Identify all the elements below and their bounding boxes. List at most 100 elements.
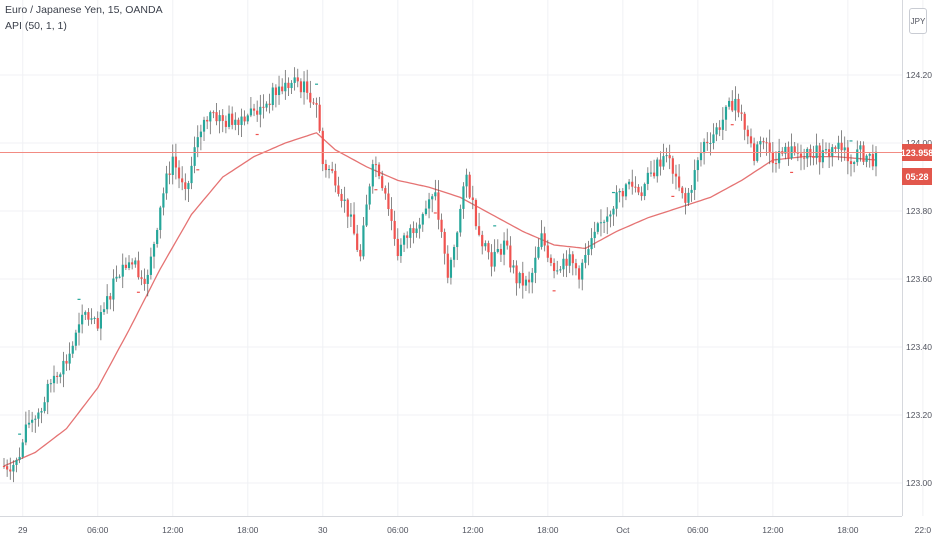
candle (534, 246, 537, 284)
candle (359, 244, 362, 262)
candle (659, 151, 662, 176)
candle-body (624, 184, 628, 197)
candle (340, 188, 343, 208)
candle (221, 109, 224, 133)
candle-body (34, 418, 37, 420)
candle-body (343, 199, 346, 201)
signal-marker (552, 290, 556, 292)
y-tick-label: 123.600 (906, 274, 932, 284)
candle (365, 194, 368, 227)
signal-marker (77, 298, 81, 300)
candle-body (465, 174, 468, 187)
candle-body (621, 190, 624, 197)
candle (768, 129, 771, 165)
candle (352, 202, 356, 236)
candle-body (571, 254, 574, 264)
candle-body (243, 116, 246, 122)
candle (662, 143, 665, 170)
candle (2, 457, 6, 469)
candle (102, 302, 106, 315)
candle (728, 97, 731, 110)
candle (674, 164, 678, 190)
candle (434, 179, 437, 201)
candle-body (690, 189, 693, 193)
candle (187, 180, 190, 203)
candle-body (99, 312, 102, 329)
y-tick-label: 124.200 (906, 70, 932, 80)
candle (862, 141, 865, 166)
candle-body (721, 119, 724, 130)
candle (846, 140, 849, 175)
candle-body (452, 247, 456, 260)
candle-body (356, 233, 359, 250)
indicator-label[interactable]: API (50, 1, 1) (5, 20, 67, 32)
candle-body (106, 296, 109, 310)
candle-body (631, 181, 634, 187)
candle (452, 244, 456, 268)
candle-body (437, 192, 440, 220)
candle-body (865, 155, 868, 162)
candle-body (46, 383, 49, 403)
candle (52, 365, 56, 393)
candle-body (668, 155, 671, 159)
candle-body (206, 119, 209, 122)
candle (243, 110, 246, 126)
candle-body (853, 162, 856, 164)
candle (799, 144, 803, 171)
candle (224, 115, 228, 134)
candle (115, 265, 118, 282)
candle-body (62, 360, 65, 375)
candle (671, 155, 674, 184)
candle-body (71, 345, 74, 354)
candle (181, 166, 184, 191)
candle (459, 204, 462, 237)
candle-body (234, 119, 237, 125)
candle-body (709, 143, 712, 145)
candle-body (190, 165, 193, 184)
candle-body (768, 142, 771, 152)
candle (59, 372, 62, 384)
candle-body (737, 98, 740, 113)
candle-body (340, 193, 343, 201)
candle (721, 107, 724, 140)
candle (793, 141, 796, 156)
candle (334, 163, 337, 193)
candle-body (574, 263, 578, 269)
candle-body (59, 374, 62, 377)
candle-body (115, 276, 118, 279)
candle-body (527, 279, 531, 283)
candle-body (699, 153, 703, 161)
candle-body (337, 185, 340, 194)
candle (574, 258, 578, 276)
candle-body (293, 77, 296, 83)
candle-body (581, 262, 584, 280)
candle (524, 275, 528, 292)
candle (718, 120, 721, 137)
candle-body (652, 172, 656, 177)
candle (787, 141, 790, 166)
candle (234, 112, 237, 131)
candle (374, 156, 378, 178)
candle-body (21, 442, 24, 457)
candle-body (406, 235, 409, 238)
candle-body (140, 277, 143, 279)
candle (65, 354, 68, 371)
candle-body (771, 151, 774, 164)
candle-body (490, 252, 493, 267)
candle (756, 141, 759, 163)
candle (124, 257, 127, 271)
candle-body (102, 309, 106, 313)
candle (127, 255, 131, 271)
currency-button[interactable]: JPY (909, 8, 927, 34)
candle-body (349, 214, 353, 217)
candle-body (218, 115, 221, 122)
candle (387, 182, 390, 216)
candle-body (409, 228, 412, 238)
candle (149, 247, 152, 280)
candle (537, 238, 540, 260)
candle (324, 159, 328, 178)
candle (277, 75, 281, 105)
candle-body (240, 116, 243, 125)
x-tick-label: 18:00 (537, 525, 559, 535)
